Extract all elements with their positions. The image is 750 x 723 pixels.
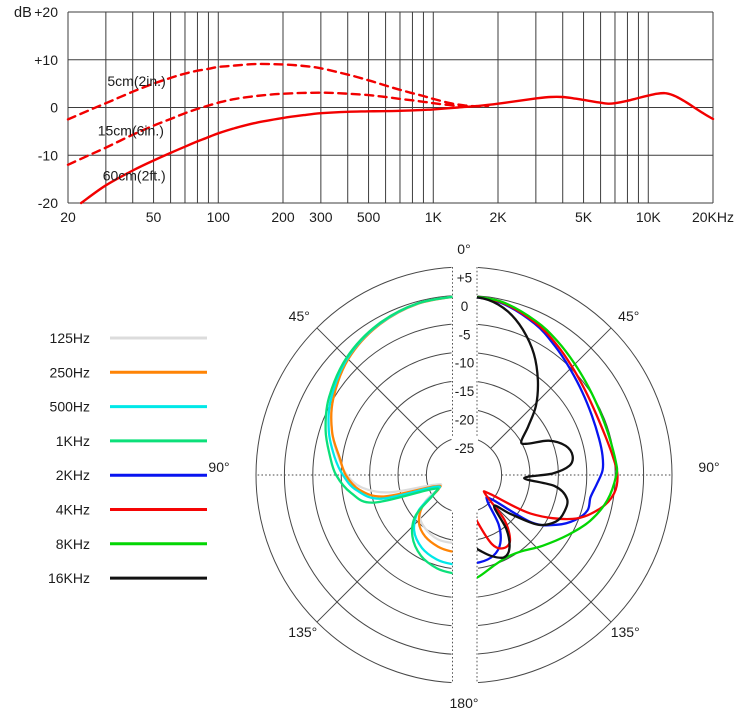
x-tick-label: 300 xyxy=(309,209,333,225)
y-tick-label: +10 xyxy=(34,52,58,68)
curve-60cm-2ft- xyxy=(79,91,715,205)
x-tick-label: 20KHz xyxy=(692,209,734,225)
angle-label: 45° xyxy=(618,308,639,324)
polar-radial xyxy=(490,327,612,449)
y-tick-label: 0 xyxy=(50,100,58,116)
angle-label: 0° xyxy=(457,241,470,257)
angle-label: 135° xyxy=(611,624,640,640)
legend-item-label: 125Hz xyxy=(50,330,90,346)
curve-15cm-6in- xyxy=(66,91,479,166)
ring-label: +5 xyxy=(457,271,472,286)
legend-item-label: 1KHz xyxy=(56,433,90,449)
legend-item-label: 250Hz xyxy=(50,364,90,380)
angle-label: 90° xyxy=(208,459,229,475)
legend-item-label: 8KHz xyxy=(56,536,90,552)
center-hole xyxy=(428,439,500,511)
polar-radial xyxy=(316,327,438,449)
legend-item-label: 500Hz xyxy=(50,399,90,415)
polar-curve-4khz xyxy=(477,295,619,550)
ring-label: 0 xyxy=(461,299,469,314)
x-tick-label: 500 xyxy=(357,209,381,225)
x-tick-label: 1K xyxy=(425,209,443,225)
y-tick-label: -10 xyxy=(38,147,58,163)
freq-grid xyxy=(67,11,714,204)
angle-label: 45° xyxy=(289,308,310,324)
legend-item-label: 4KHz xyxy=(56,502,90,518)
x-tick-label: 2K xyxy=(489,209,507,225)
x-tick-label: 200 xyxy=(271,209,295,225)
legend-item-label: 16KHz xyxy=(48,570,90,586)
polar-curve-16khz xyxy=(477,296,574,560)
ring-label: -20 xyxy=(455,413,475,428)
polar-curve-125hz xyxy=(330,295,453,544)
angle-label: 90° xyxy=(698,459,719,475)
legend-item-label: 2KHz xyxy=(56,467,90,483)
ring-label: -25 xyxy=(455,441,475,456)
legend: 125Hz 250Hz 500Hz 1KHz 2KHz 4KHz 8KHz 16KHz xyxy=(48,330,207,586)
polar-pattern-chart: +5 0 -5 -10 -15 -20 -25 0° 45° 45° 90° 90° 135° 135° 1… xyxy=(48,241,720,711)
curve-label: 15cm(6in.) xyxy=(98,122,164,138)
ring-label: -5 xyxy=(458,327,470,342)
y-tick-label: -20 xyxy=(38,195,58,211)
polar-curve-2khz xyxy=(477,296,605,564)
x-tick-label: 100 xyxy=(207,209,231,225)
angle-label: 135° xyxy=(288,624,317,640)
polar-radial xyxy=(490,501,612,623)
x-tick-label: 50 xyxy=(146,209,162,225)
y-tick-label: +20 xyxy=(34,4,58,20)
db-unit-label: dB xyxy=(14,5,32,21)
angle-label: 180° xyxy=(450,695,479,711)
x-tick-label: 20 xyxy=(60,209,76,225)
polar-curve-500hz xyxy=(327,295,453,566)
polar-curve-250hz xyxy=(330,295,453,553)
ring-label: -10 xyxy=(455,356,475,371)
x-tick-label: 10K xyxy=(636,209,662,225)
x-tick-label: 5K xyxy=(575,209,593,225)
curve-5cm-2in- xyxy=(66,62,490,121)
polar-curve-1khz xyxy=(324,295,453,575)
polar-radial xyxy=(316,501,438,623)
polar-curve-8khz xyxy=(477,295,619,579)
curve-label: 60cm(2ft.) xyxy=(103,167,166,183)
curve-label: 5cm(2in.) xyxy=(107,73,165,89)
ring-label: -15 xyxy=(455,384,475,399)
